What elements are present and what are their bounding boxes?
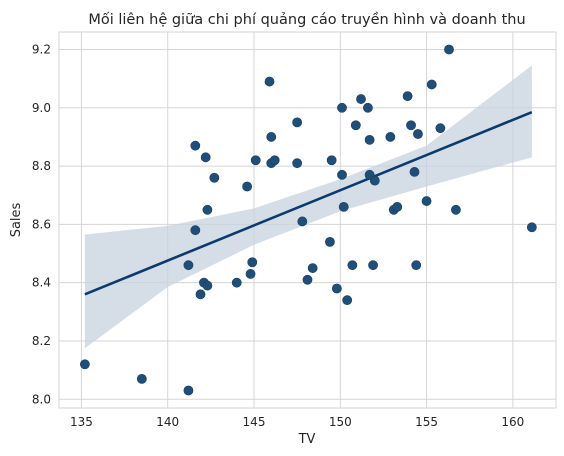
data-point xyxy=(402,91,413,102)
data-point xyxy=(326,155,337,166)
data-point xyxy=(331,283,342,294)
data-point xyxy=(302,274,313,285)
data-point xyxy=(369,175,380,186)
data-point xyxy=(435,123,446,134)
data-point xyxy=(337,102,347,113)
data-point xyxy=(364,134,375,145)
data-point xyxy=(200,152,211,163)
data-point xyxy=(307,263,318,273)
data-point xyxy=(325,236,335,247)
x-tick-label: 145 xyxy=(243,415,266,429)
data-point xyxy=(269,155,280,166)
y-tick-label: 8.6 xyxy=(32,217,51,231)
data-point xyxy=(337,169,347,180)
data-point xyxy=(338,201,349,212)
x-tick-label: 160 xyxy=(501,415,524,429)
data-point xyxy=(250,155,261,166)
data-point xyxy=(451,204,461,215)
data-point xyxy=(409,167,420,177)
data-point xyxy=(247,257,258,268)
data-point xyxy=(385,132,396,142)
data-point xyxy=(195,289,206,300)
data-point xyxy=(350,120,361,131)
data-point xyxy=(79,359,90,370)
y-tick-label: 8.4 xyxy=(32,276,51,290)
data-point xyxy=(183,385,194,396)
x-tick-label: 140 xyxy=(156,415,179,429)
data-point xyxy=(413,129,423,139)
x-axis-label: TV xyxy=(298,432,316,447)
y-tick-labels: 8.0 8.2 8.4 8.6 8.8 9.0 9.2 xyxy=(32,42,51,406)
data-point xyxy=(362,102,373,113)
data-point xyxy=(444,44,454,55)
chart-title: Mối liên hệ giữa chi phí quảng cáo truyề… xyxy=(88,11,525,28)
data-point xyxy=(292,117,303,128)
data-point xyxy=(411,260,422,271)
data-point xyxy=(292,158,303,169)
data-point xyxy=(190,140,201,151)
data-point xyxy=(342,295,353,306)
data-point xyxy=(297,216,308,227)
data-point xyxy=(202,204,213,215)
data-point xyxy=(266,132,277,142)
x-tick-label: 135 xyxy=(70,415,93,429)
confidence-band xyxy=(84,65,532,349)
data-point xyxy=(406,120,416,131)
data-point xyxy=(190,225,201,236)
confidence-band-area xyxy=(84,65,532,349)
y-tick-label: 8.8 xyxy=(32,159,51,173)
plot-frame xyxy=(58,31,557,409)
regression-line xyxy=(84,110,533,296)
data-point xyxy=(526,222,537,233)
x-tick-labels: 135 140 145 150 155 160 xyxy=(70,415,524,429)
data-point xyxy=(264,76,275,87)
data-point xyxy=(245,269,256,279)
y-tick-label: 9.0 xyxy=(32,101,51,115)
x-tick-label: 155 xyxy=(415,415,438,429)
data-point xyxy=(242,181,253,192)
data-point xyxy=(392,201,403,212)
regression-line-group xyxy=(84,110,533,296)
y-tick-label: 9.2 xyxy=(32,42,51,56)
data-points xyxy=(79,44,537,396)
y-tick-label: 8.0 xyxy=(32,392,51,406)
data-point xyxy=(426,79,437,90)
y-tick-label: 8.2 xyxy=(32,334,51,348)
data-point xyxy=(356,94,366,104)
data-point xyxy=(231,277,242,288)
data-point xyxy=(183,260,194,271)
data-point xyxy=(421,196,432,206)
data-point xyxy=(347,260,358,271)
y-axis-label: Sales xyxy=(9,202,24,237)
data-point xyxy=(368,260,378,271)
x-tick-label: 150 xyxy=(329,415,352,429)
data-point xyxy=(136,373,147,384)
data-point xyxy=(202,280,213,291)
data-point xyxy=(209,172,220,183)
